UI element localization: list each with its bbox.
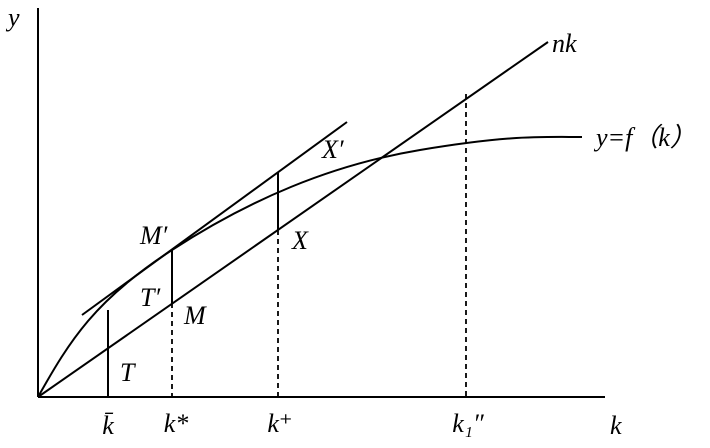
nk-line <box>37 41 549 398</box>
point-label: T′ <box>140 283 160 312</box>
line-label: nk <box>552 29 577 58</box>
tick-label: k⁺ <box>267 409 292 438</box>
y-axis-label: y <box>5 3 20 32</box>
tick-label: k̄ <box>102 411 114 440</box>
tick-label: k* <box>164 409 189 438</box>
curve-label: y=f（k） <box>593 123 696 152</box>
point-label: M <box>183 301 207 330</box>
point-label: X′ <box>321 135 344 164</box>
tick-label: k₁″ <box>452 409 485 438</box>
tangent-line <box>81 121 348 316</box>
point-label: X <box>291 226 309 255</box>
point-label: M′ <box>139 221 168 250</box>
x-axis-label: k <box>610 411 622 440</box>
production-curve <box>37 135 583 398</box>
point-label: T <box>120 358 136 387</box>
